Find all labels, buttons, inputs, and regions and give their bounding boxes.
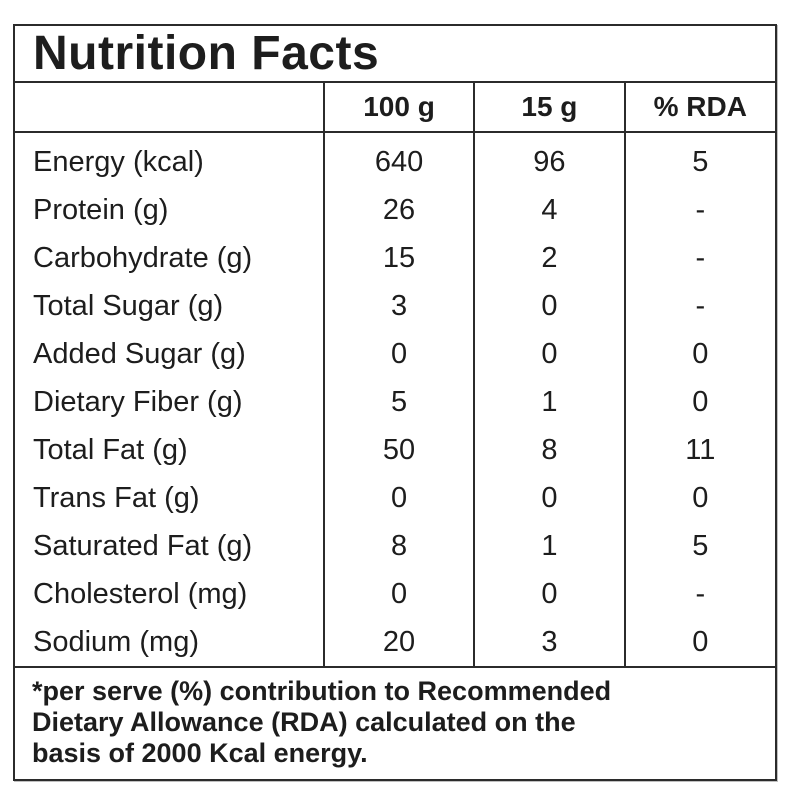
table-row: Cholesterol (mg) 0 0- [15, 570, 775, 618]
column-header-nutrient [15, 83, 324, 133]
row-value: 20 [322, 618, 475, 666]
table-row: Protein (g) 26 4- [15, 186, 775, 234]
row-value: 0 [322, 570, 475, 618]
table-row: Total Sugar (g) 3 0- [15, 282, 775, 330]
nutrition-facts-card: Nutrition Facts 100 g 15 g % RDA Energy … [13, 24, 777, 781]
row-value: 5 [623, 132, 775, 186]
row-value: 5 [623, 522, 775, 570]
title-row: Nutrition Facts [15, 26, 775, 83]
row-label: Trans Fat (g) [33, 481, 200, 514]
row-value: 0 [322, 474, 475, 522]
row-value: 0 [473, 282, 625, 330]
nutrition-facts-title: Nutrition Facts [33, 27, 380, 80]
table-row: Sodium (mg) 20 3 0 [15, 618, 775, 666]
row-value: 11 [623, 426, 775, 474]
column-header-15g: 15 g [473, 83, 625, 133]
row-value: 15 [322, 234, 475, 282]
footnote-line: basis of 2000 Kcal energy. [32, 738, 368, 768]
nutrition-rows: Energy (kcal) 640 96 5 Protein (g) 26 4- Carboh… [15, 132, 775, 666]
column-header-rda: % RDA [623, 83, 775, 133]
row-label: Dietary Fiber (g) [33, 385, 243, 418]
row-label: Total Fat (g) [33, 433, 188, 466]
row-value: 1 [473, 378, 625, 426]
row-label: Carbohydrate (g) [33, 241, 253, 274]
row-value: 0 [623, 378, 775, 426]
row-value: 0 [623, 618, 775, 666]
table-row: Total Fat (g) 50 8 11 [15, 426, 775, 474]
row-value: 5 [322, 378, 475, 426]
table-row: Energy (kcal) 640 96 5 [15, 132, 775, 186]
table-row: Saturated Fat (g) 8 1 5 [15, 522, 775, 570]
row-value: 3 [322, 282, 475, 330]
row-value: - [623, 186, 775, 234]
row-value: 26 [322, 186, 475, 234]
nutrition-table: 100 g 15 g % RDA Energy (kcal) 640 96 5 Prot… [15, 83, 775, 666]
row-label: Added Sugar (g) [33, 337, 246, 370]
row-value: 0 [473, 570, 625, 618]
row-label: Saturated Fat (g) [33, 529, 253, 562]
row-label: Total Sugar (g) [33, 289, 224, 322]
row-value: 50 [322, 426, 475, 474]
table-row: Added Sugar (g) 0 0 0 [15, 330, 775, 378]
table-row: Trans Fat (g) 0 0 0 [15, 474, 775, 522]
row-value: 0 [322, 330, 475, 378]
row-value: 0 [473, 474, 625, 522]
row-value: 0 [473, 330, 625, 378]
rda-footnote: *per serve (%) contribution to Recommend… [15, 666, 775, 779]
row-value: 8 [322, 522, 475, 570]
row-value: 8 [473, 426, 625, 474]
table-header: 100 g 15 g % RDA [15, 83, 775, 133]
row-value: 1 [473, 522, 625, 570]
footnote-line: Dietary Allowance (RDA) calculated on th… [32, 707, 576, 737]
table-row: Dietary Fiber (g) 5 1 0 [15, 378, 775, 426]
row-value: - [623, 234, 775, 282]
footnote-line: *per serve (%) contribution to Recommend… [32, 676, 612, 706]
header-row: 100 g 15 g % RDA [15, 83, 775, 133]
row-value: 96 [473, 132, 625, 186]
row-value: 2 [473, 234, 625, 282]
row-value: 0 [623, 330, 775, 378]
row-value: 4 [473, 186, 625, 234]
row-label: Sodium (mg) [33, 625, 199, 658]
row-value: - [623, 282, 775, 330]
row-value: 640 [322, 132, 475, 186]
row-value: 3 [473, 618, 625, 666]
row-label: Energy (kcal) [33, 145, 204, 178]
table-row: Carbohydrate (g) 15 2- [15, 234, 775, 282]
row-label: Protein (g) [33, 193, 169, 226]
row-value: 0 [623, 474, 775, 522]
row-value: - [623, 570, 775, 618]
column-header-100g: 100 g [322, 83, 475, 133]
row-label: Cholesterol (mg) [33, 577, 248, 610]
